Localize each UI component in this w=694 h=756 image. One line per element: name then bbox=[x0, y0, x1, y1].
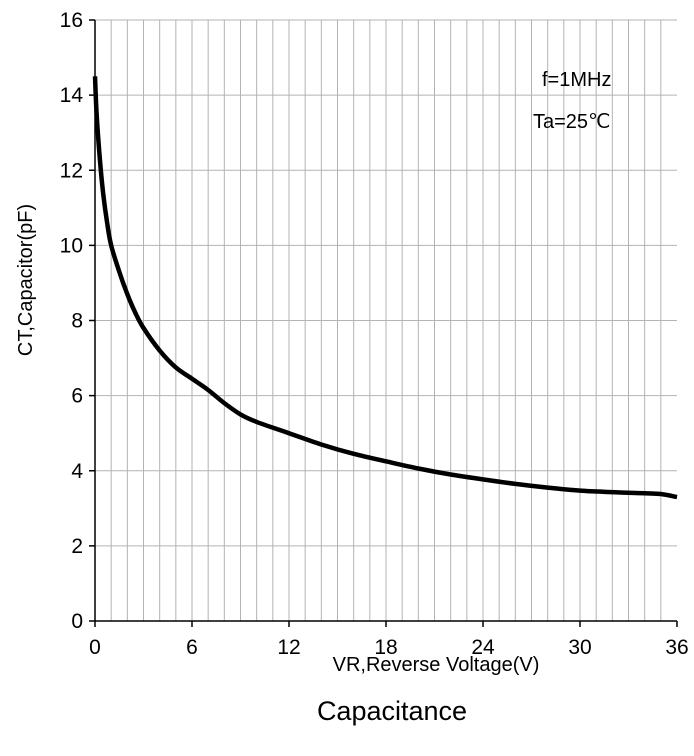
x-tick-label: 0 bbox=[89, 636, 101, 659]
x-tick-label: 24 bbox=[471, 636, 495, 659]
y-tick-label: 6 bbox=[71, 385, 83, 408]
y-tick-label: 14 bbox=[60, 84, 84, 107]
chart-title: Capacitance bbox=[317, 696, 467, 726]
x-tick-label: 12 bbox=[277, 636, 300, 659]
y-tick-labels: 0 2 4 6 8 10 12 14 16 bbox=[60, 9, 84, 633]
y-tick-label: 12 bbox=[60, 159, 83, 182]
x-tick-labels: 0 6 12 18 24 30 36 bbox=[89, 636, 689, 659]
grid bbox=[95, 19, 677, 621]
y-tick-label: 0 bbox=[71, 610, 83, 633]
x-tick-label: 30 bbox=[568, 636, 591, 659]
series-layer bbox=[92, 76, 678, 500]
y-tick-label: 16 bbox=[60, 9, 83, 32]
annotation-temperature: Ta=25℃ bbox=[533, 111, 611, 133]
y-axis-title: CT,Capacitor(pF) bbox=[15, 204, 37, 356]
x-tick-label: 36 bbox=[665, 636, 688, 659]
x-tick-label: 6 bbox=[186, 636, 198, 659]
capacitance-curve-line bbox=[92, 76, 678, 500]
x-tick-label: 18 bbox=[374, 636, 397, 659]
x-axis-title: VR,Reverse Voltage(V) bbox=[333, 654, 540, 676]
y-tick-label: 4 bbox=[71, 460, 83, 483]
y-tick-label: 8 bbox=[71, 310, 83, 333]
annotation-frequency: f=1MHz bbox=[542, 69, 611, 91]
y-tick-label: 10 bbox=[60, 234, 83, 257]
y-tick-label: 2 bbox=[71, 535, 83, 558]
